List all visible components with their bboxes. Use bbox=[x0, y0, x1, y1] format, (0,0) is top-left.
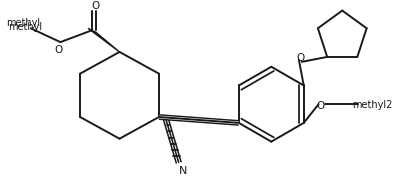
Text: methyl: methyl bbox=[6, 18, 40, 28]
Polygon shape bbox=[88, 28, 119, 52]
Text: methyl2: methyl2 bbox=[351, 100, 391, 110]
Text: N: N bbox=[178, 166, 186, 176]
Text: O: O bbox=[296, 53, 304, 63]
Text: O: O bbox=[316, 101, 324, 111]
Text: O: O bbox=[54, 45, 63, 55]
Text: methyl: methyl bbox=[8, 22, 42, 32]
Text: O: O bbox=[91, 1, 100, 11]
